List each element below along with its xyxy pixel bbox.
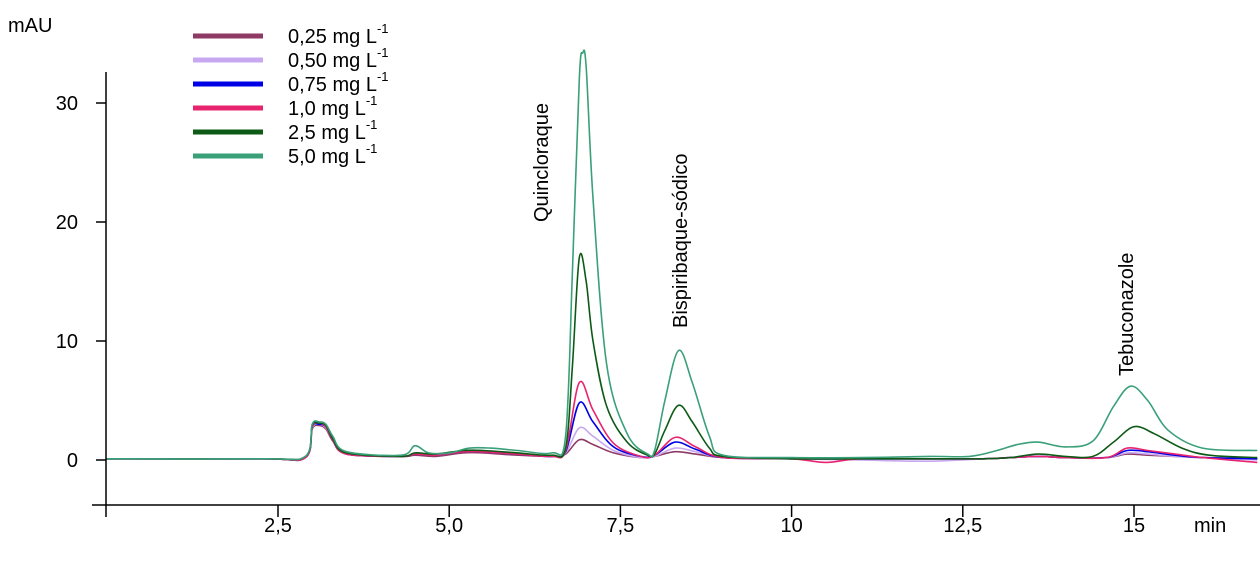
y-tick-label: 30 (56, 93, 78, 115)
x-tick-label: 5,0 (435, 515, 463, 537)
peak-label: Tebuconazole (1116, 253, 1138, 376)
x-axis-unit-label: min (1194, 515, 1226, 537)
plot-series-group (106, 49, 1258, 464)
peak-label-group: Quincloraque Bispiribaque-sódico Tebuconaz… (531, 103, 1138, 376)
y-tick-label: 0 (67, 450, 78, 472)
legend-entry-label: 5,0 mg L-1 (288, 141, 377, 168)
x-tick-label: 2,5 (264, 515, 292, 537)
tick-group: 0 10 20 30 2,5 5,0 7,5 10 12,5 15 (56, 93, 1145, 537)
y-tick-label: 20 (56, 212, 78, 234)
y-tick-label: 10 (56, 331, 78, 353)
legend: 0,25 mg L-10,50 mg L-10,75 mg L-11,0 mg … (193, 21, 389, 168)
series-line-5 (106, 252, 1258, 461)
legend-entry-label: 1,0 mg L-1 (288, 93, 377, 120)
series-line-6 (106, 49, 1258, 461)
y-axis-unit-label: mAU (8, 15, 52, 37)
x-tick-label: 15 (1123, 515, 1145, 537)
legend-entry-label: 0,25 mg L-1 (288, 21, 389, 48)
legend-entry-label: 0,50 mg L-1 (288, 45, 389, 72)
legend-entry-label: 2,5 mg L-1 (288, 117, 377, 144)
series-line-4 (106, 380, 1258, 464)
x-tick-label: 7,5 (606, 515, 634, 537)
peak-label: Bispiribaque-sódico (670, 153, 692, 328)
peak-label: Quincloraque (531, 103, 553, 222)
legend-entry-label: 0,75 mg L-1 (288, 69, 389, 96)
axes-group (92, 72, 1260, 506)
x-tick-label: 10 (780, 515, 802, 537)
x-tick-label: 12,5 (943, 515, 982, 537)
